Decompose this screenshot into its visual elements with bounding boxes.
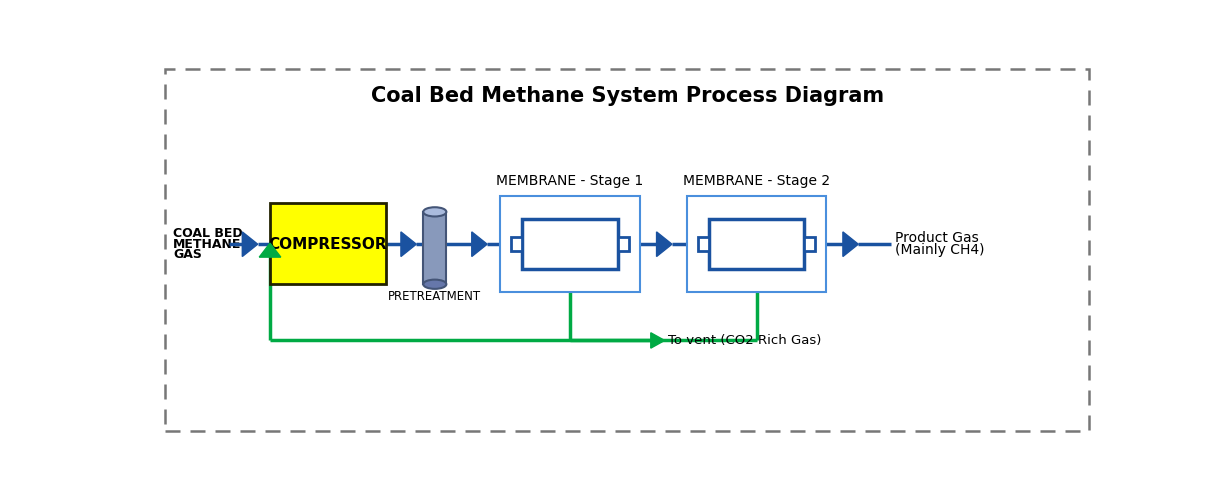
Ellipse shape [424, 280, 447, 289]
Text: COMPRESSOR: COMPRESSOR [268, 237, 387, 251]
Bar [501, 196, 640, 292]
Bar [424, 212, 447, 284]
Bar [271, 203, 386, 284]
Ellipse shape [424, 207, 447, 216]
Text: (Mainly CH4): (Mainly CH4) [895, 244, 985, 257]
Polygon shape [259, 243, 280, 257]
Polygon shape [843, 232, 858, 256]
Polygon shape [242, 232, 258, 256]
Text: MEMBRANE - Stage 1: MEMBRANE - Stage 1 [496, 174, 644, 188]
Text: To vent (CO2 Rich Gas): To vent (CO2 Rich Gas) [668, 334, 821, 347]
Bar [698, 237, 709, 251]
Polygon shape [651, 333, 665, 348]
Text: GAS: GAS [173, 248, 202, 261]
Text: Product Gas: Product Gas [895, 231, 979, 245]
Polygon shape [401, 232, 416, 256]
Text: COAL BED: COAL BED [173, 227, 242, 240]
Bar [521, 219, 618, 269]
Polygon shape [471, 232, 487, 256]
Text: METHANE: METHANE [173, 238, 241, 250]
Text: MEMBRANE - Stage 2: MEMBRANE - Stage 2 [683, 174, 830, 188]
Bar [618, 237, 629, 251]
Text: PRETREATMENT: PRETREATMENT [388, 291, 481, 303]
Bar [688, 196, 826, 292]
Bar [512, 237, 521, 251]
Polygon shape [656, 232, 672, 256]
Bar [804, 237, 815, 251]
Bar [709, 219, 804, 269]
Text: Coal Bed Methane System Process Diagram: Coal Bed Methane System Process Diagram [371, 86, 884, 105]
